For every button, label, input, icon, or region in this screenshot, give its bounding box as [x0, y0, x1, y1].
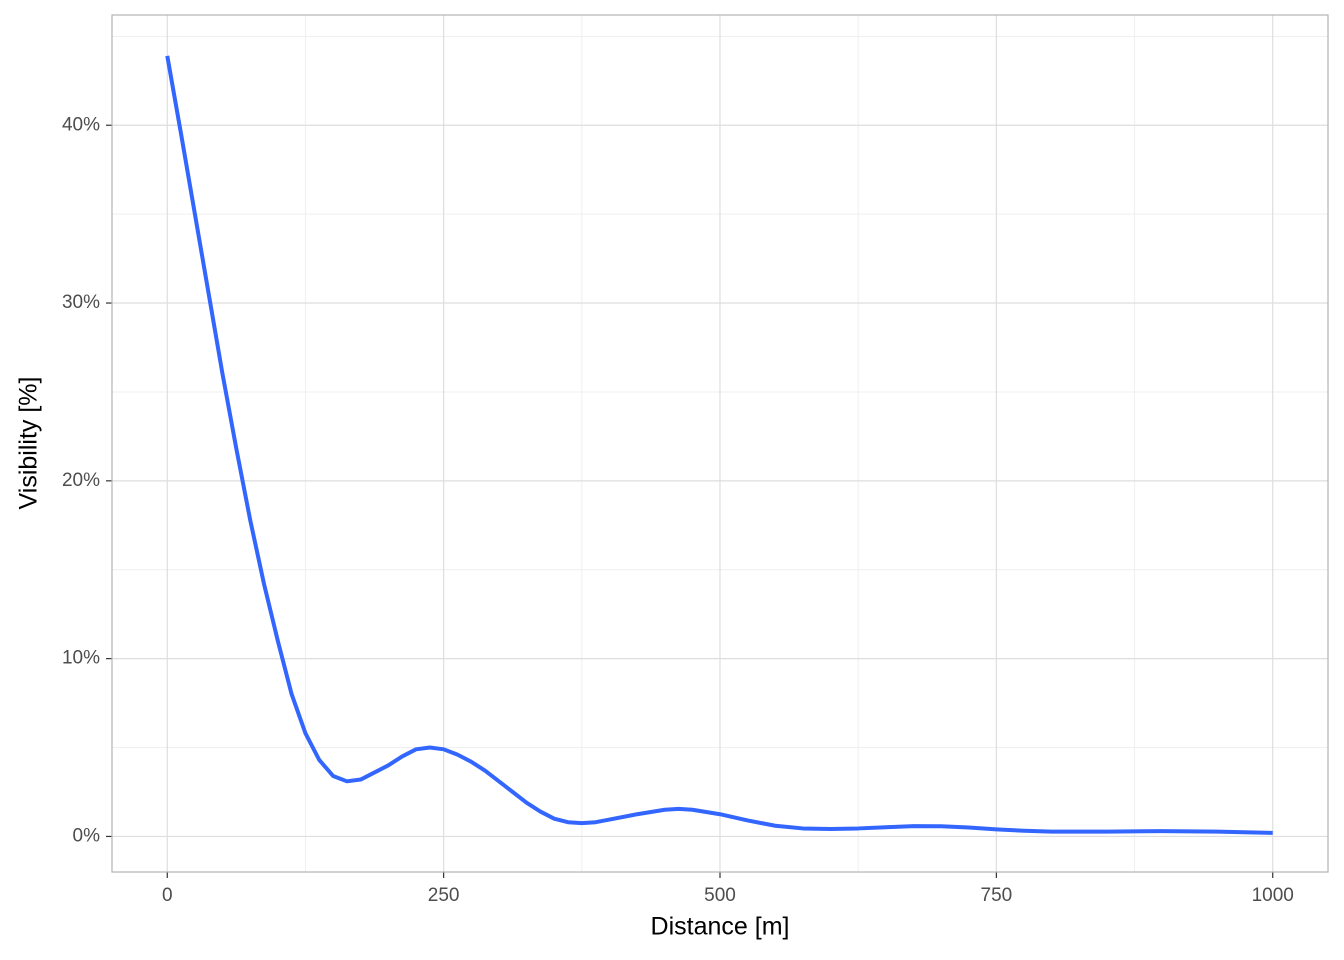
y-tick-label: 0% — [73, 825, 101, 846]
x-tick-label: 250 — [428, 885, 460, 906]
x-tick-label: 0 — [162, 885, 173, 906]
y-tick-label: 30% — [62, 292, 100, 313]
x-tick-label: 500 — [704, 885, 736, 906]
y-axis-label: Visibility [%] — [15, 377, 43, 510]
x-tick-label: 1000 — [1252, 885, 1294, 906]
panel-border — [111, 14, 1329, 873]
x-axis-label: Distance [m] — [651, 913, 790, 941]
x-tick-label: 750 — [981, 885, 1013, 906]
y-tick-label: 10% — [62, 648, 100, 669]
line-series — [165, 55, 1273, 835]
y-tick-label: 40% — [62, 114, 100, 135]
y-tick-label: 20% — [62, 470, 100, 491]
